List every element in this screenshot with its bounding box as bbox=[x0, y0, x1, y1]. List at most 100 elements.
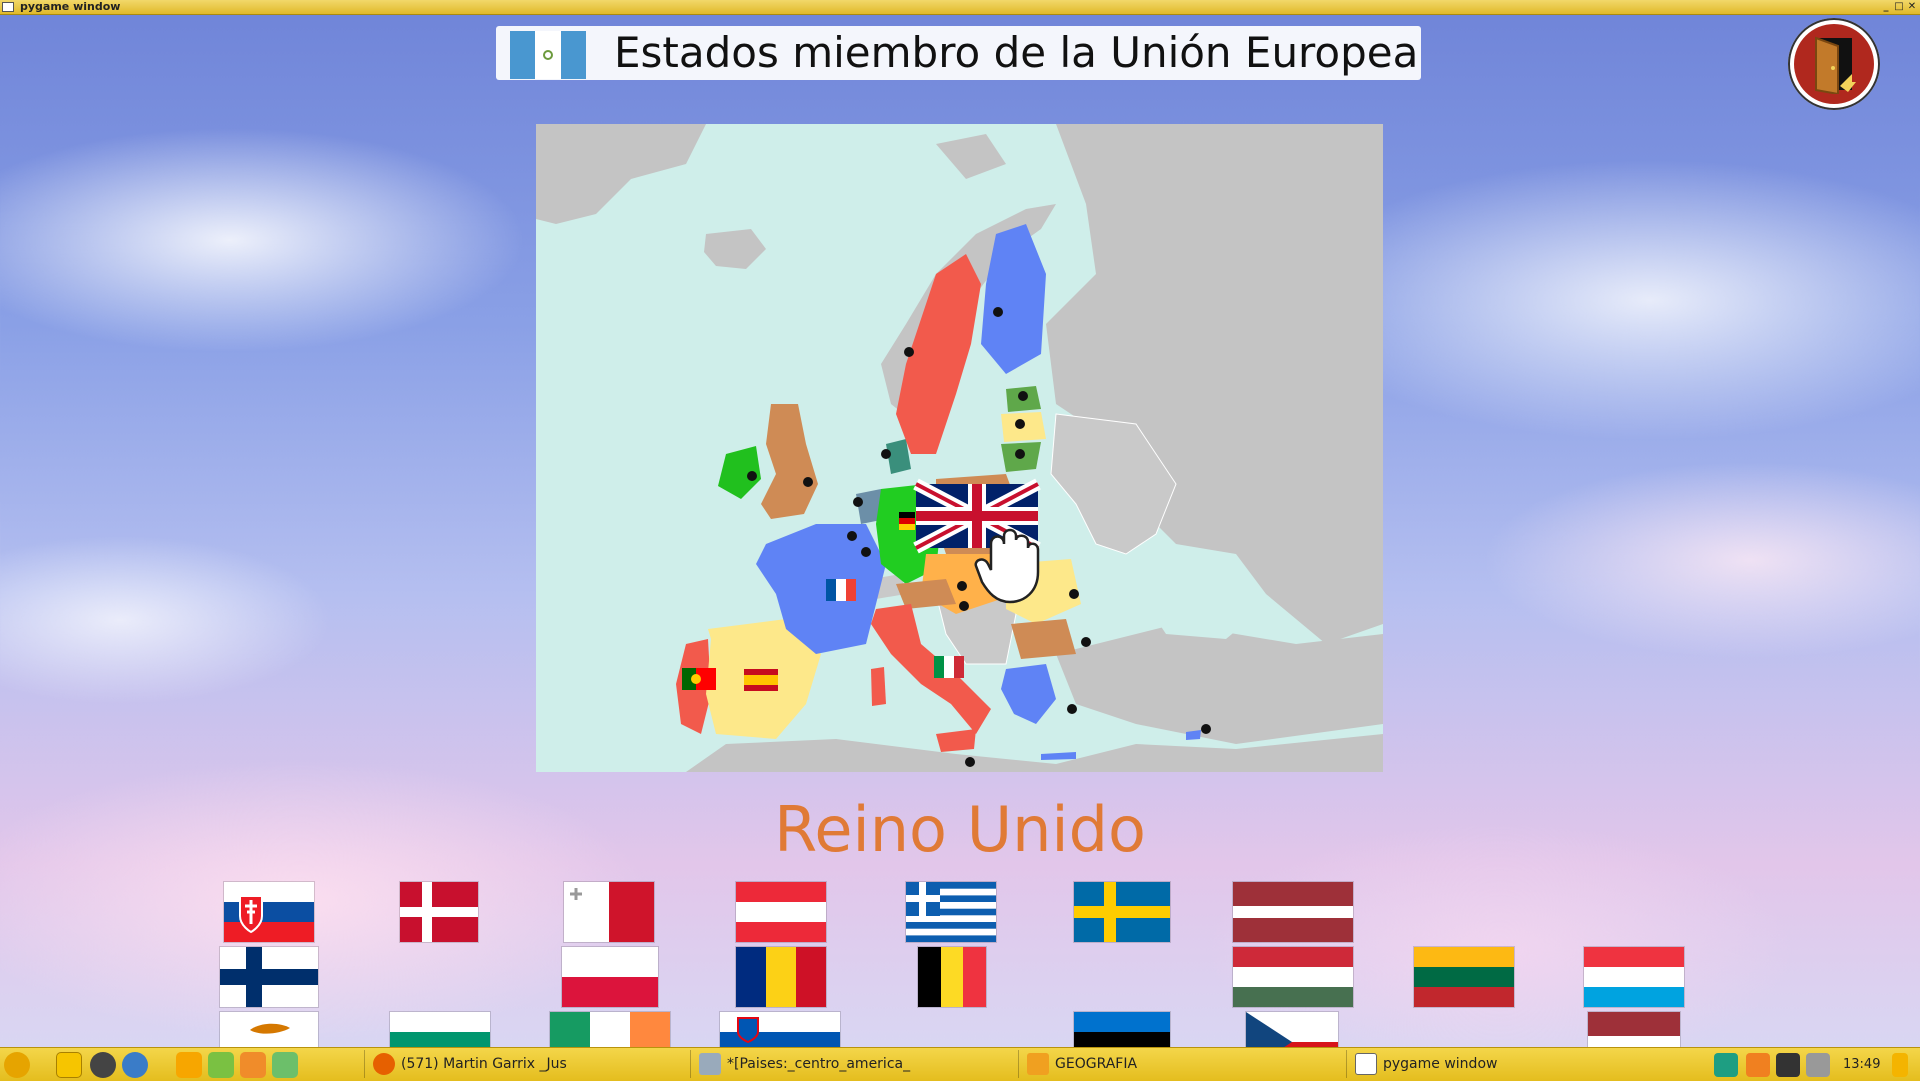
exit-button[interactable] bbox=[1788, 18, 1880, 110]
vlc-tray-icon[interactable] bbox=[1746, 1053, 1770, 1077]
guatemala-flag-icon[interactable] bbox=[510, 31, 586, 79]
country-france bbox=[756, 524, 886, 654]
flag-slovakia[interactable] bbox=[224, 882, 314, 942]
penguin-marker bbox=[959, 601, 969, 611]
flag-malta[interactable] bbox=[564, 882, 654, 942]
hand-grab-cursor bbox=[974, 528, 1040, 604]
map-flag-spain bbox=[744, 669, 778, 691]
taskbar: (571) Martin Garrix _Jus *[Paises:_centr… bbox=[0, 1047, 1920, 1081]
country-bulgaria bbox=[1011, 619, 1076, 659]
penguin-marker bbox=[1081, 637, 1091, 647]
flag-greece[interactable] bbox=[906, 882, 996, 942]
volume-tray-icon[interactable] bbox=[1806, 1053, 1830, 1077]
task-label: (571) Martin Garrix _Jus bbox=[401, 1056, 567, 1072]
penguin-marker bbox=[1018, 391, 1028, 401]
update-tray-icon[interactable] bbox=[1714, 1053, 1738, 1077]
task-label: *[Paises:_centro_america_ bbox=[727, 1056, 911, 1072]
title-banner: Estados miembro de la Unión Europea bbox=[496, 26, 1421, 80]
page-title: Estados miembro de la Unión Europea bbox=[614, 28, 1419, 77]
country-italy-sicily bbox=[936, 729, 976, 752]
flag-belgium[interactable] bbox=[918, 947, 986, 1007]
penguin-marker bbox=[747, 471, 757, 481]
exit-door-icon bbox=[1815, 36, 1856, 94]
map-flag-italy bbox=[934, 656, 964, 678]
penguin-marker bbox=[957, 581, 967, 591]
flag-cyprus[interactable] bbox=[220, 1012, 318, 1047]
window-titlebar: pygame window _ □ ✕ bbox=[0, 0, 1920, 15]
scratch-cat-icon[interactable] bbox=[176, 1052, 202, 1078]
greenland-landmass bbox=[536, 124, 706, 224]
penguin-marker bbox=[1015, 449, 1025, 459]
ukraine-belarus-landmass bbox=[1050, 413, 1177, 555]
map-flag-portugal bbox=[682, 668, 716, 690]
country-austria bbox=[896, 579, 956, 609]
country-ireland bbox=[718, 446, 761, 499]
penguin-marker bbox=[904, 347, 914, 357]
writer-app-icon[interactable] bbox=[272, 1052, 298, 1078]
penguin-marker bbox=[1069, 589, 1079, 599]
window-app-icon bbox=[2, 2, 14, 12]
country-greece bbox=[1001, 664, 1056, 724]
flag-estonia[interactable] bbox=[1074, 1012, 1170, 1047]
presentation-app-icon[interactable] bbox=[240, 1052, 266, 1078]
flag-denmark[interactable] bbox=[400, 882, 478, 942]
task-image-editor[interactable]: *[Paises:_centro_america_ bbox=[690, 1050, 1016, 1078]
firefox-icon bbox=[373, 1053, 395, 1075]
flag-luxembourg[interactable] bbox=[1584, 947, 1684, 1007]
country-greece-crete bbox=[1041, 752, 1076, 760]
penguin-marker bbox=[803, 477, 813, 487]
map-flag-germany-small bbox=[899, 512, 915, 530]
europe-map[interactable] bbox=[536, 124, 1383, 772]
terminal-icon[interactable] bbox=[90, 1052, 116, 1078]
penguin-marker bbox=[965, 757, 975, 767]
turkey-landmass bbox=[1056, 624, 1383, 744]
task-firefox[interactable]: (571) Martin Garrix _Jus bbox=[364, 1050, 684, 1078]
flag-bulgaria[interactable] bbox=[390, 1012, 490, 1047]
task-label: pygame window bbox=[1383, 1056, 1498, 1072]
penguin-marker bbox=[853, 497, 863, 507]
country-uk bbox=[761, 404, 818, 519]
task-label: GEOGRAFIA bbox=[1055, 1056, 1138, 1072]
flag-romania[interactable] bbox=[736, 947, 826, 1007]
show-desktop-icon[interactable] bbox=[1892, 1053, 1908, 1077]
penguin-marker bbox=[993, 307, 1003, 317]
browser-globe-icon[interactable] bbox=[122, 1052, 148, 1078]
country-denmark bbox=[886, 439, 911, 474]
country-sweden bbox=[896, 254, 981, 454]
black-sea bbox=[1146, 589, 1256, 639]
flag-sweden[interactable] bbox=[1074, 882, 1170, 942]
penguin-marker bbox=[881, 449, 891, 459]
flag-latvia-2[interactable] bbox=[1588, 1012, 1680, 1047]
north-africa-landmass bbox=[686, 734, 1383, 772]
window-icon bbox=[1355, 1053, 1377, 1075]
spreadsheet-app-icon[interactable] bbox=[208, 1052, 234, 1078]
flag-poland[interactable] bbox=[562, 947, 658, 1007]
close-button[interactable]: ✕ bbox=[1907, 1, 1917, 12]
penguin-marker bbox=[1015, 419, 1025, 429]
start-menu-icon[interactable] bbox=[4, 1052, 30, 1078]
flag-ireland[interactable] bbox=[550, 1012, 670, 1047]
svalbard-landmass bbox=[936, 134, 1006, 179]
penguin-marker bbox=[861, 547, 871, 557]
task-folder[interactable]: GEOGRAFIA bbox=[1018, 1050, 1344, 1078]
image-editor-icon bbox=[699, 1053, 721, 1075]
penguin-marker bbox=[1067, 704, 1077, 714]
map-flag-france bbox=[826, 579, 856, 601]
country-finland bbox=[981, 224, 1046, 374]
task-pygame-window[interactable]: pygame window bbox=[1346, 1050, 1672, 1078]
iceland-landmass bbox=[704, 229, 766, 269]
minimize-button[interactable]: _ bbox=[1883, 1, 1889, 12]
network-tray-icon[interactable] bbox=[1776, 1053, 1800, 1077]
maximize-button[interactable]: □ bbox=[1894, 1, 1904, 12]
home-folder-icon[interactable] bbox=[56, 1052, 82, 1078]
flag-hungary[interactable] bbox=[1233, 947, 1353, 1007]
flag-lithuania[interactable] bbox=[1414, 947, 1514, 1007]
flag-finland[interactable] bbox=[220, 947, 318, 1007]
flag-austria[interactable] bbox=[736, 882, 826, 942]
country-italy bbox=[871, 604, 991, 734]
country-italy-sardinia bbox=[871, 667, 886, 706]
current-country-label: Reino Unido bbox=[774, 793, 1146, 866]
flag-slovenia[interactable] bbox=[720, 1012, 840, 1047]
flag-latvia[interactable] bbox=[1233, 882, 1353, 942]
flag-czech-republic[interactable] bbox=[1246, 1012, 1338, 1047]
